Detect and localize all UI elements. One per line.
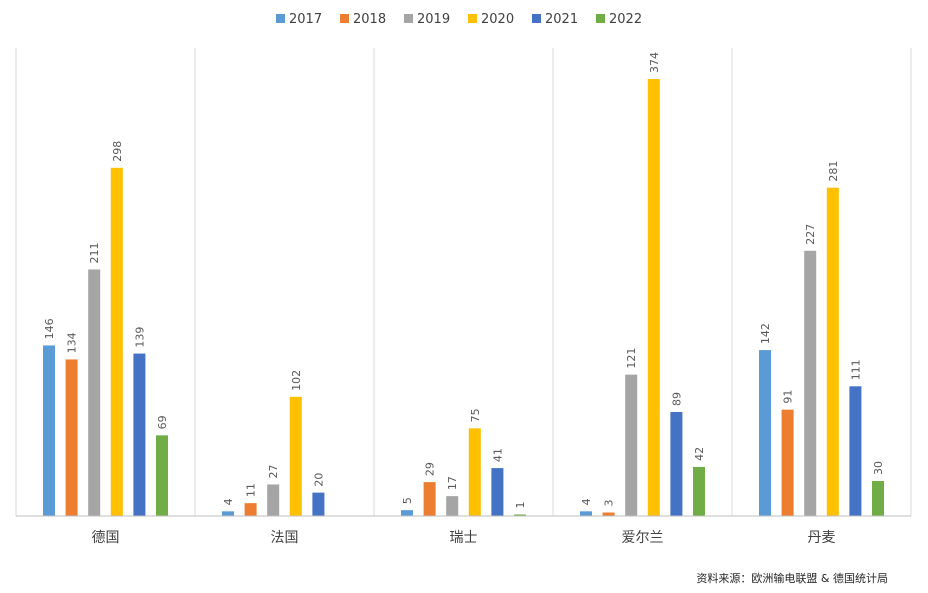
data-label-2021-丹麦: 111: [849, 359, 862, 380]
bar-2020-瑞士: [468, 428, 481, 516]
legend-label-2019: 2019: [417, 12, 450, 27]
data-label-2018-瑞士: 29: [424, 462, 437, 476]
data-label-2020-丹麦: 281: [827, 161, 840, 182]
bar-2017-法国: [222, 511, 234, 516]
bar-2017-瑞士: [401, 510, 413, 516]
data-label-2018-法国: 11: [245, 483, 258, 497]
data-label-2022-爱尔兰: 42: [693, 447, 706, 461]
bar-2020-爱尔兰: [647, 79, 660, 516]
legend-swatch-2017: [276, 14, 285, 23]
legend-label-2022: 2022: [609, 12, 642, 27]
data-label-2017-德国: 146: [43, 318, 56, 339]
data-label-2020-瑞士: 75: [469, 408, 482, 422]
data-label-2020-法国: 102: [290, 370, 303, 391]
bar-2022-瑞士: [514, 514, 526, 516]
bar-2021-德国: [133, 353, 146, 516]
bar-2020-德国: [110, 167, 123, 517]
legend-swatch-2020: [468, 14, 477, 23]
data-label-2017-法国: 4: [222, 498, 235, 505]
data-label-2017-丹麦: 142: [759, 323, 772, 344]
data-label-2021-法国: 20: [312, 473, 325, 487]
bar-2022-爱尔兰: [693, 466, 705, 516]
bar-2021-丹麦: [849, 386, 862, 516]
category-label: 德国: [92, 530, 120, 546]
category-label: 爱尔兰: [622, 530, 664, 546]
bar-2021-法国: [312, 492, 325, 516]
data-label-2019-爱尔兰: 121: [625, 348, 638, 369]
data-label-2022-德国: 69: [156, 415, 169, 429]
legend-label-2020: 2020: [481, 12, 514, 27]
category-label: 瑞士: [450, 530, 478, 546]
bars: [43, 79, 884, 517]
bar-2018-德国: [65, 359, 78, 516]
bar-2019-爱尔兰: [625, 374, 638, 516]
data-label-2017-爱尔兰: 4: [580, 498, 593, 505]
data-label-2017-瑞士: 5: [401, 497, 414, 504]
bar-2017-爱尔兰: [580, 511, 592, 516]
data-label-2019-瑞士: 17: [446, 476, 459, 490]
bar-2020-法国: [289, 396, 302, 516]
bar-2018-瑞士: [423, 482, 436, 516]
category-label: 丹麦: [808, 530, 836, 546]
data-label-2022-丹麦: 30: [872, 461, 885, 475]
bar-2019-瑞士: [446, 496, 459, 516]
bar-2020-丹麦: [826, 187, 839, 516]
legend-swatch-2022: [596, 14, 605, 23]
bar-2021-瑞士: [491, 468, 504, 516]
data-label-2021-瑞士: 41: [491, 448, 504, 462]
data-label-2018-德国: 134: [66, 332, 79, 353]
bar-2017-丹麦: [759, 350, 771, 516]
bar-2019-德国: [88, 269, 101, 516]
data-label-2018-丹麦: 91: [782, 390, 795, 404]
legend-swatch-2021: [532, 14, 541, 23]
data-label-2018-爱尔兰: 3: [603, 499, 616, 506]
data-label-2019-丹麦: 227: [804, 224, 817, 245]
data-label-2021-德国: 139: [133, 327, 146, 348]
legend-swatch-2018: [340, 14, 349, 23]
legend-label-2017: 2017: [289, 12, 322, 27]
legend-swatch-2019: [404, 14, 413, 23]
data-label-2019-德国: 211: [88, 242, 101, 263]
bar-2019-丹麦: [804, 250, 817, 517]
bar-2017-德国: [43, 345, 55, 516]
category-label: 法国: [271, 530, 299, 546]
legend: 2017 2018 2019 2020 2021 2022: [276, 12, 642, 27]
category-labels: 德国 法国 瑞士 爱尔兰 丹麦: [92, 530, 836, 546]
data-label-2020-爱尔兰: 374: [648, 52, 661, 73]
data-label-2020-德国: 298: [111, 141, 124, 162]
source-note: 资料来源：欧洲输电联盟 & 德国统计局: [696, 571, 888, 585]
bar-2022-丹麦: [872, 480, 884, 516]
legend-label-2021: 2021: [545, 12, 578, 27]
category-separators: [15, 48, 912, 516]
legend-label-2018: 2018: [353, 12, 386, 27]
bar-2021-爱尔兰: [670, 412, 683, 516]
bar-2018-丹麦: [781, 409, 794, 516]
bar-2018-爱尔兰: [602, 512, 615, 516]
data-label-2019-法国: 27: [267, 464, 280, 478]
data-label-2022-瑞士: 1: [514, 502, 527, 509]
bar-2022-德国: [156, 435, 168, 516]
bar-2018-法国: [244, 503, 257, 516]
data-label-2021-爱尔兰: 89: [670, 392, 683, 406]
bar-2019-法国: [267, 484, 280, 516]
